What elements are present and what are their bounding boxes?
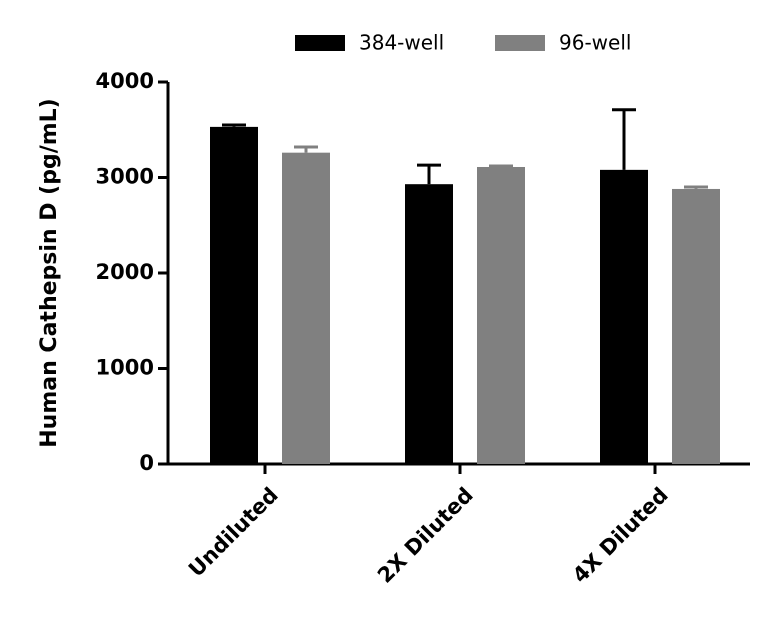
- bar: [600, 169, 648, 465]
- x-tick-label: 4X Diluted: [568, 483, 673, 588]
- bar: [282, 152, 330, 465]
- y-tick-label: 2000: [96, 260, 154, 284]
- y-tick-label: 4000: [96, 69, 154, 93]
- x-tick-label: 2X Diluted: [373, 483, 478, 588]
- bar: [477, 166, 525, 464]
- bar: [210, 126, 258, 464]
- legend-label: 384-well: [359, 31, 444, 55]
- x-tick-label: Undiluted: [184, 483, 283, 582]
- y-tick-label: 3000: [96, 165, 154, 189]
- y-tick-label: 0: [139, 451, 154, 475]
- y-tick-label: 1000: [96, 356, 154, 380]
- bar: [405, 184, 453, 464]
- y-axis-label: Human Cathepsin D (pg/mL): [37, 98, 62, 447]
- legend-swatch: [495, 35, 545, 51]
- legend-swatch: [295, 35, 345, 51]
- legend-label: 96-well: [559, 31, 631, 55]
- bar: [672, 188, 720, 464]
